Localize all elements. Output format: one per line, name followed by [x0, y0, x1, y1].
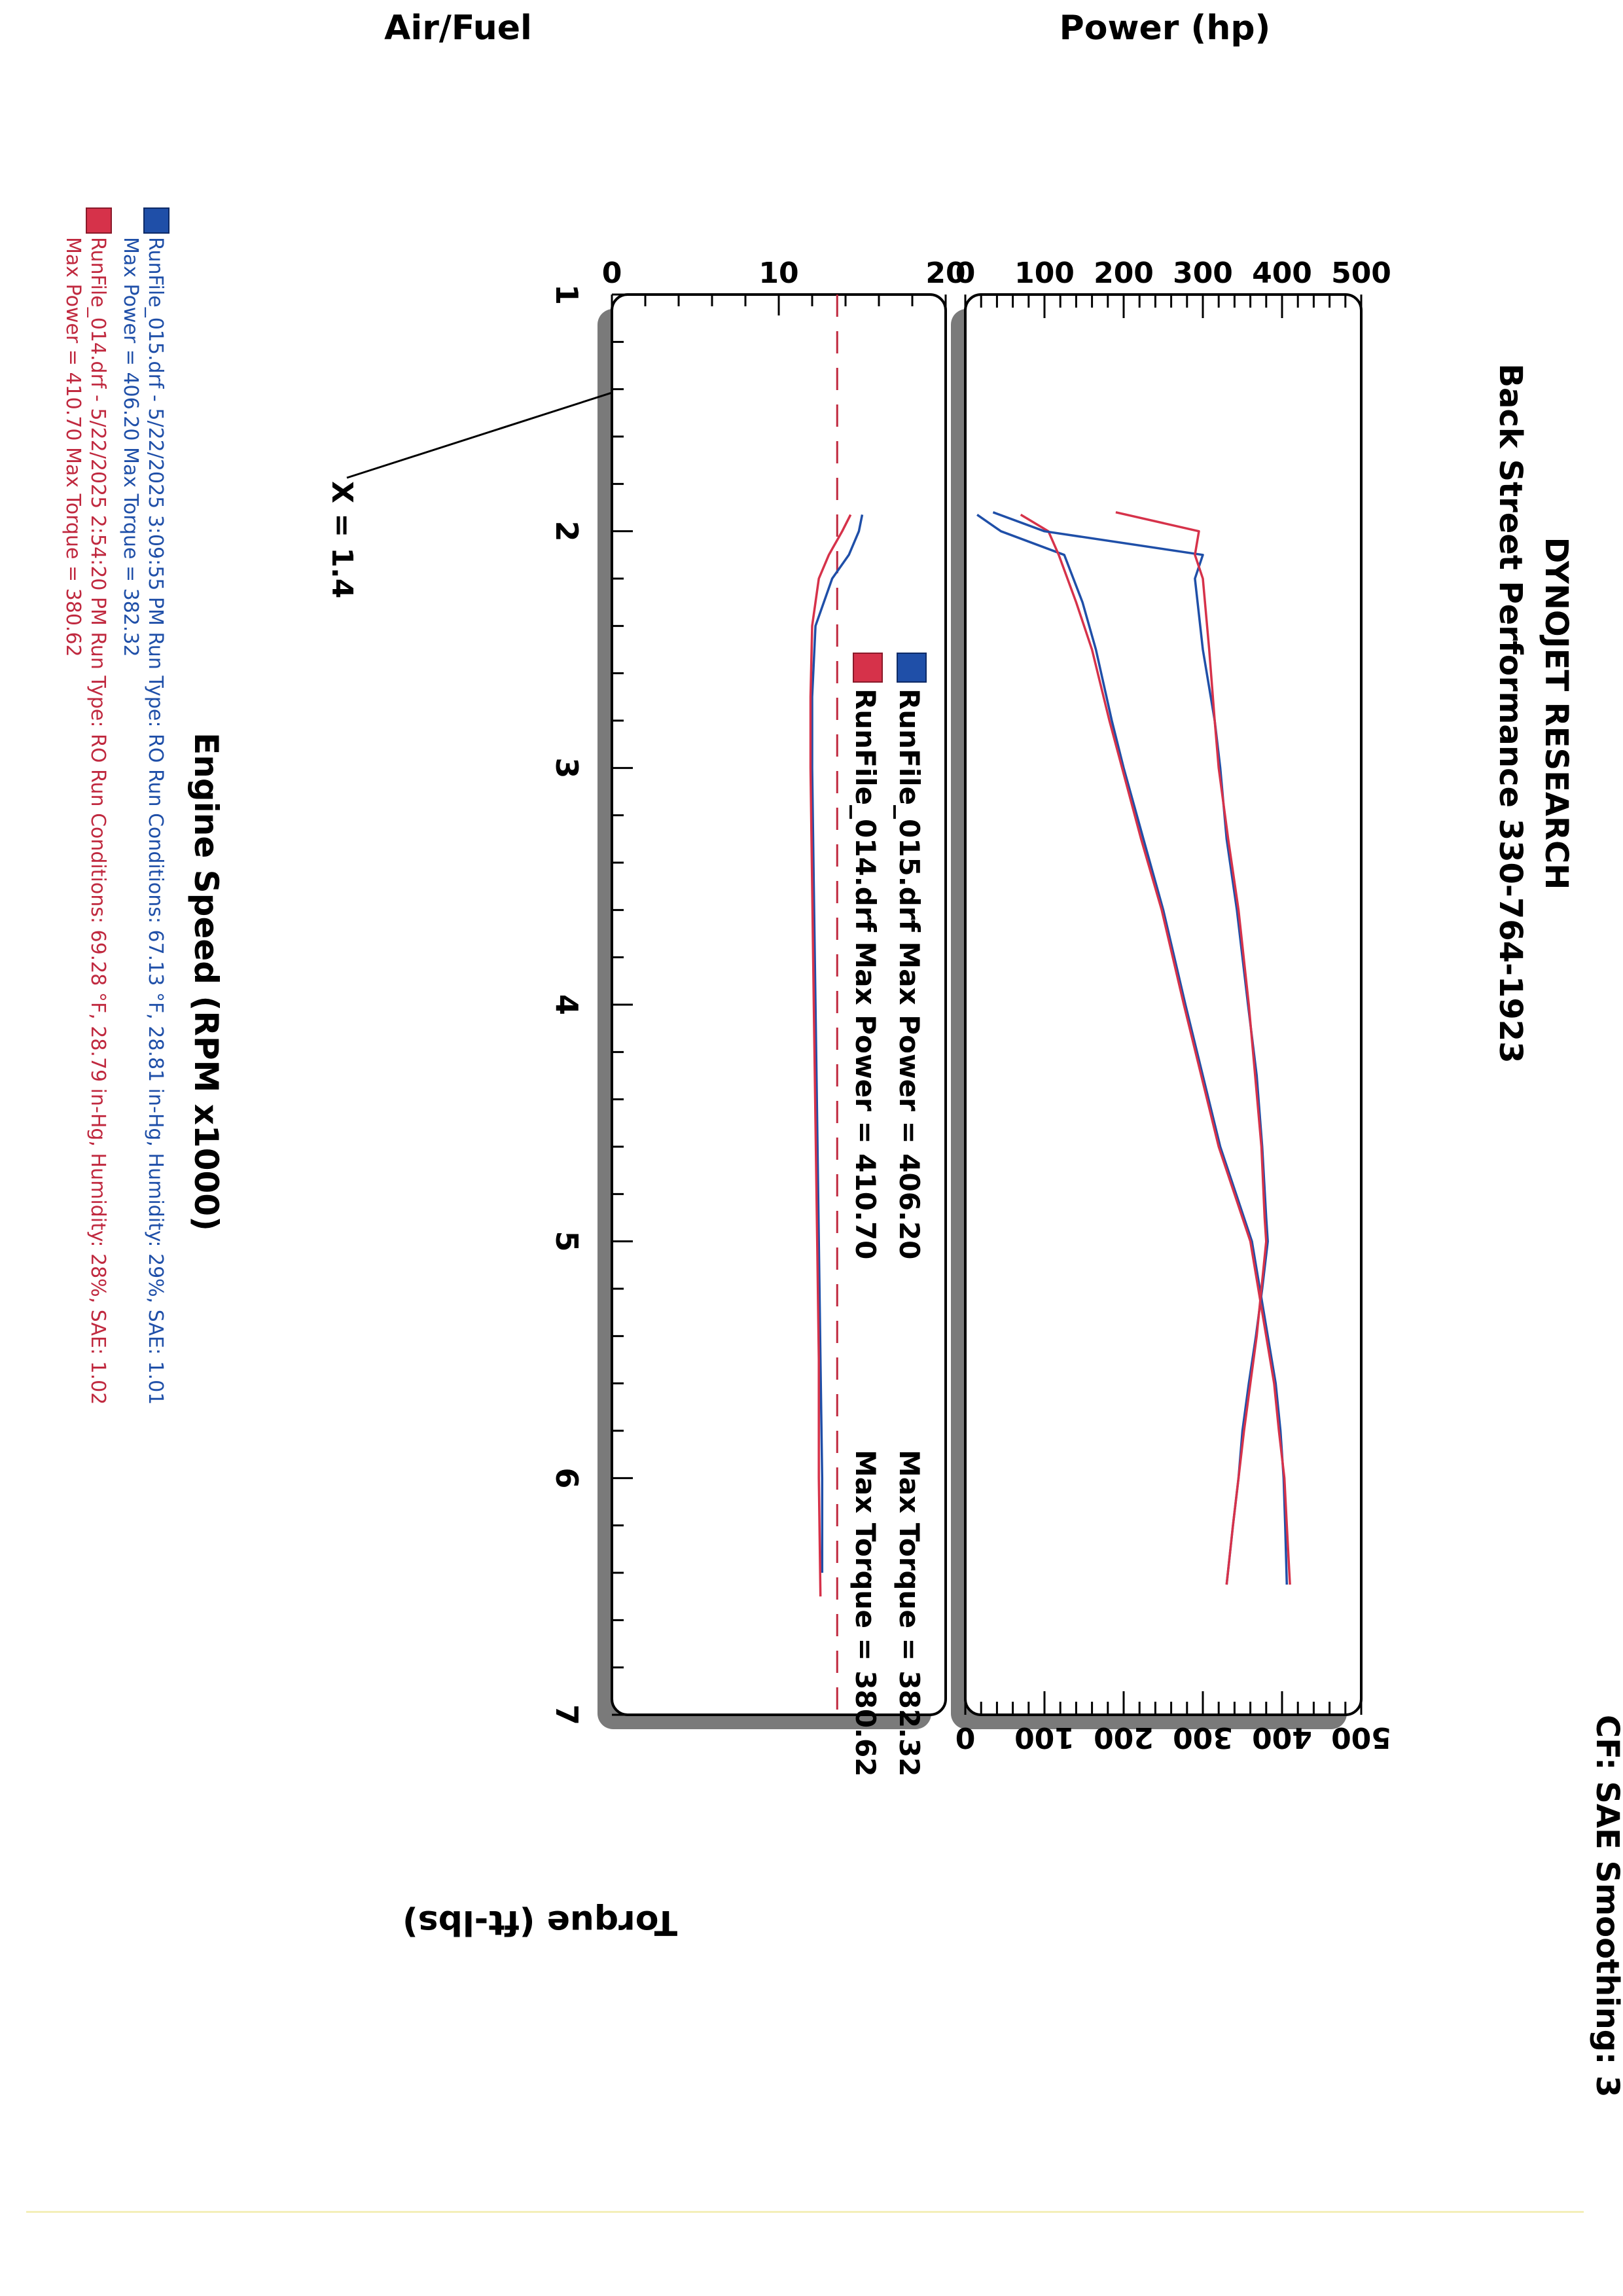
- afr-tick-label: 10: [758, 257, 798, 290]
- cursor-label-leader: [346, 391, 615, 479]
- torque-tick-label: 0: [955, 1721, 976, 1754]
- footer-run014-info: RunFile_014.drf - 5/22/2025 2:54:20 PM R…: [86, 237, 109, 1405]
- torque-tick-label: 400: [1252, 1721, 1312, 1754]
- power-tick-label: 0: [955, 257, 976, 290]
- power-tick-label: 400: [1252, 257, 1312, 290]
- footer-run015-info: RunFile_015.drf - 5/22/2025 3:09:55 PM R…: [144, 237, 167, 1405]
- footer-run015-max: Max Power = 406.20 Max Torque = 382.32: [119, 237, 142, 657]
- legend-run015-power: RunFile_015.drf Max Power = 406.20: [893, 689, 925, 1259]
- footer-swatch-run014: [86, 207, 112, 234]
- afr-tick-label: 0: [602, 257, 622, 290]
- series-power-run015: [976, 513, 1289, 1585]
- afr-tick-label: 20: [925, 257, 965, 290]
- footer-run014-max: Max Power = 410.70 Max Torque = 380.62: [62, 237, 84, 657]
- x-tick-label: 6: [549, 1467, 584, 1488]
- x-tick-label: 3: [549, 757, 584, 778]
- series-afr-run015: [811, 514, 864, 1573]
- cursor-label: X = 1.4: [325, 481, 359, 598]
- x-tick-label: 7: [549, 1704, 584, 1725]
- series-power-run014: [1020, 513, 1291, 1585]
- x-tick-label: 2: [549, 521, 584, 542]
- header-cf-smoothing: CF: SAE Smoothing: 3: [1589, 1715, 1623, 2097]
- x-tick-label: 4: [549, 994, 584, 1015]
- legend-run014-power: RunFile_014.drf Max Power = 410.70: [849, 689, 882, 1259]
- x-axis-title: Engine Speed (RPM x1000): [187, 732, 225, 1231]
- legend-run014-torque: Max Torque = 380.62: [849, 1450, 882, 1776]
- scan-edge-line: [26, 2211, 1584, 2213]
- power-torque-panel: [964, 293, 1363, 1716]
- series-torque-run014: [1115, 511, 1268, 1585]
- footer-swatch-run015: [143, 207, 169, 234]
- power-axis-title: Power (hp): [1060, 9, 1271, 48]
- power-tick-label: 500: [1331, 257, 1391, 290]
- power-tick-label: 100: [1014, 257, 1075, 290]
- torque-axis-title: Torque (ft-lbs): [402, 1903, 677, 1942]
- header-company: DYNOJET RESEARCH: [1538, 537, 1575, 890]
- x-tick-label: 5: [549, 1231, 584, 1252]
- legend-swatch-run014: [853, 653, 883, 683]
- header-shop: Back Street Performance 330-764-1923: [1492, 363, 1529, 1063]
- torque-tick-label: 100: [1014, 1721, 1075, 1754]
- power-tick-label: 200: [1094, 257, 1154, 290]
- afr-axis-title: Air/Fuel: [384, 9, 532, 48]
- series-afr-run014: [809, 514, 852, 1597]
- legend-run015-torque: Max Torque = 382.32: [893, 1450, 925, 1776]
- series-torque-run015: [992, 511, 1269, 1585]
- legend-swatch-run015: [897, 653, 927, 683]
- torque-tick-label: 300: [1173, 1721, 1233, 1754]
- torque-tick-label: 200: [1094, 1721, 1154, 1754]
- x-tick-label: 1: [549, 284, 584, 305]
- torque-tick-label: 500: [1331, 1721, 1391, 1754]
- power-tick-label: 300: [1173, 257, 1233, 290]
